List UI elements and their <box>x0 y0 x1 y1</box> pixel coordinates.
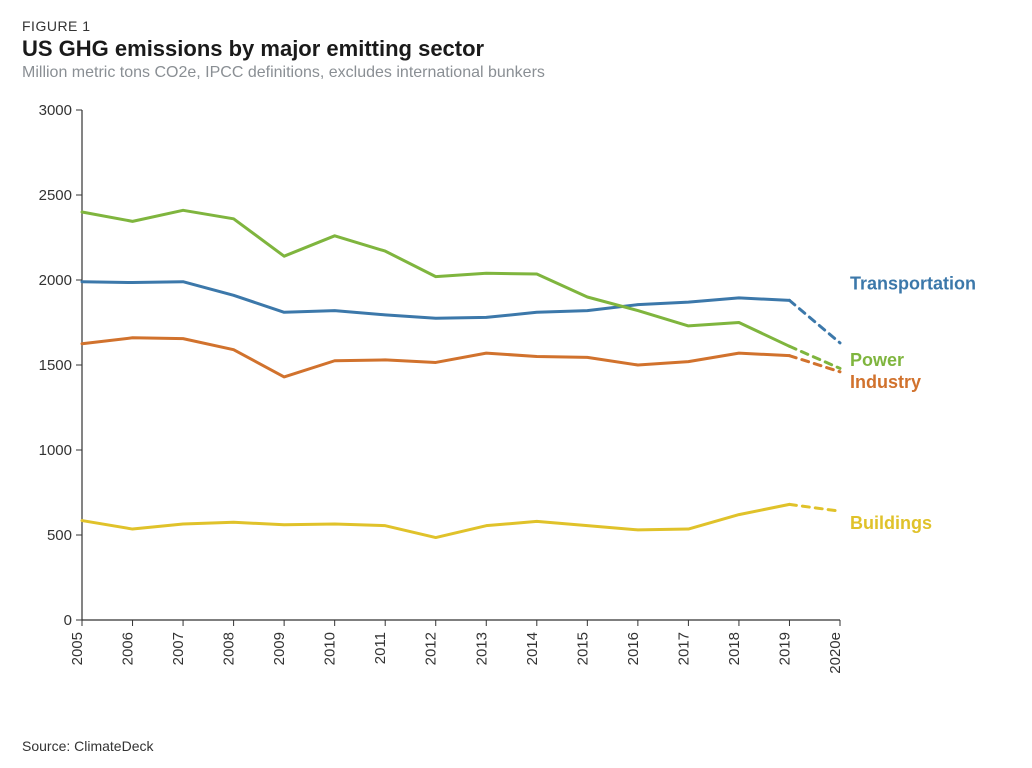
x-tick-label: 2015 <box>574 632 591 665</box>
series-label-power: Power <box>850 350 904 370</box>
series-line-transportation <box>82 282 789 319</box>
series-line-industry <box>82 338 789 377</box>
figure-title: US GHG emissions by major emitting secto… <box>22 36 1010 62</box>
x-tick-label: 2018 <box>726 632 743 665</box>
x-tick-label: 2014 <box>524 632 541 665</box>
x-tick-label: 2009 <box>271 632 288 665</box>
y-tick-label: 500 <box>47 527 72 544</box>
y-tick-label: 1000 <box>39 442 72 459</box>
figure-label: FIGURE 1 <box>22 18 1010 34</box>
series-label-industry: Industry <box>850 372 921 392</box>
y-tick-label: 3000 <box>39 102 72 119</box>
y-tick-label: 1500 <box>39 357 72 374</box>
x-tick-label: 2008 <box>221 632 238 665</box>
x-tick-label: 2012 <box>423 632 440 665</box>
figure-container: FIGURE 1 US GHG emissions by major emitt… <box>0 0 1032 768</box>
figure-subtitle: Million metric tons CO2e, IPCC definitio… <box>22 64 1010 82</box>
x-tick-label: 2011 <box>372 632 389 664</box>
emissions-line-chart: 0 500 1000 1500 2000 2500 3000 2005 2006 2007 2008… <box>22 90 1010 710</box>
series-label-transportation: Transportation <box>850 273 976 293</box>
y-tick-label: 2000 <box>39 272 72 289</box>
x-tick-label: 2010 <box>322 632 339 665</box>
x-tick-label: 2013 <box>473 632 490 665</box>
x-tick-label: 2020e <box>827 632 844 674</box>
x-tick-label: 2017 <box>675 632 692 665</box>
series-line-dashed-buildings <box>789 504 840 511</box>
x-tick-label: 2006 <box>120 632 137 665</box>
y-tick-label: 2500 <box>39 187 72 204</box>
series-line-buildings <box>82 504 789 537</box>
series-line-dashed-transportation <box>789 300 840 343</box>
series-label-buildings: Buildings <box>850 513 932 533</box>
y-tick-label: 0 <box>64 612 72 629</box>
source-text: Source: ClimateDeck <box>22 738 154 754</box>
series-line-power <box>82 210 789 346</box>
x-tick-label: 2019 <box>776 632 793 665</box>
x-tick-label: 2016 <box>625 632 642 665</box>
x-tick-label: 2007 <box>170 632 187 665</box>
x-tick-label: 2005 <box>69 632 86 665</box>
